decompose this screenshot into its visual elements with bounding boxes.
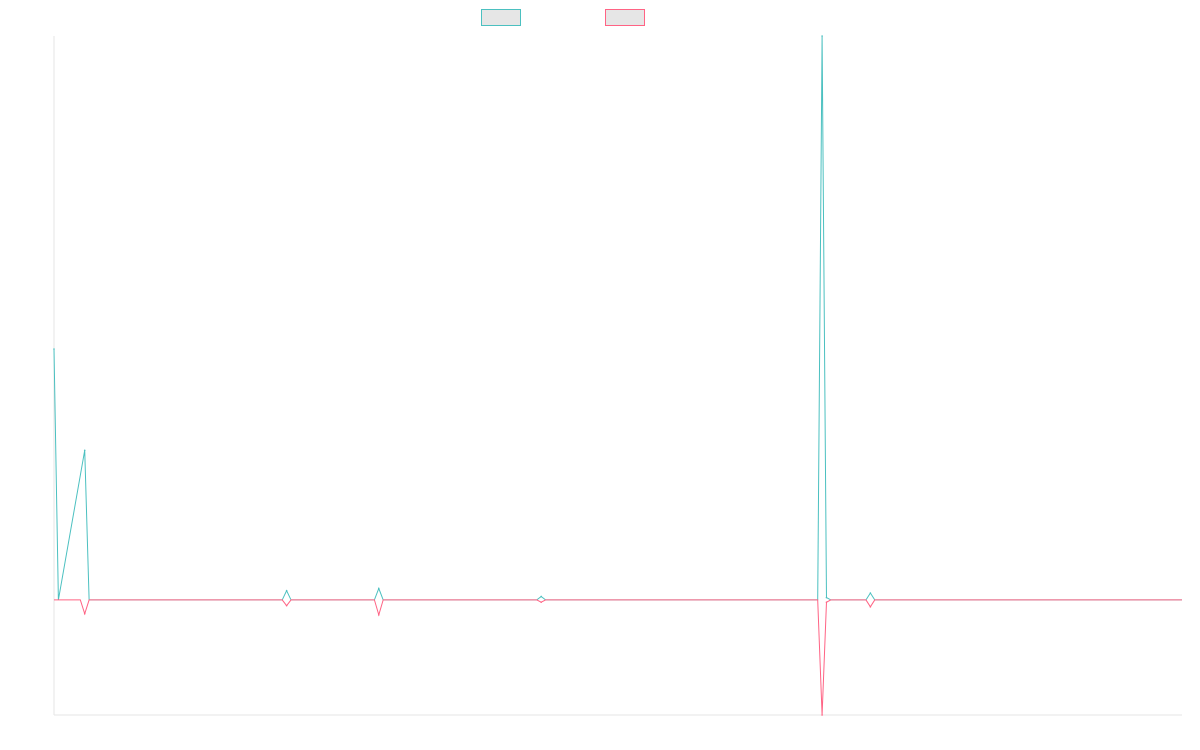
series-line-2 xyxy=(54,599,1182,716)
data-point-s2-x53 xyxy=(285,604,288,607)
data-point-s1-x74 xyxy=(377,587,380,590)
data-point-s1-x186 xyxy=(869,592,872,594)
legend-swatch-2[interactable] xyxy=(605,9,645,26)
data-point-s2-x74 xyxy=(377,614,380,616)
series-line-1 xyxy=(53,35,1182,601)
data-point-s2-x175 xyxy=(821,714,823,716)
data-point-s2-x111 xyxy=(540,601,542,604)
data-point-s1-x111 xyxy=(540,595,542,598)
data-point-s2-x7 xyxy=(83,612,86,615)
data-point-s1-x53 xyxy=(285,589,288,592)
legend-swatch-1[interactable] xyxy=(481,9,521,26)
data-point-s1-x7 xyxy=(83,449,86,452)
data-point-s2-x186 xyxy=(869,606,872,608)
data-point-s1-x175 xyxy=(821,35,823,37)
data-point-s1-x176 xyxy=(825,596,828,599)
legend xyxy=(481,9,645,26)
series-layer xyxy=(53,35,1182,716)
data-point-s2-x176 xyxy=(825,601,828,604)
axes xyxy=(53,36,1182,716)
data-point-s1-x0 xyxy=(53,348,55,350)
